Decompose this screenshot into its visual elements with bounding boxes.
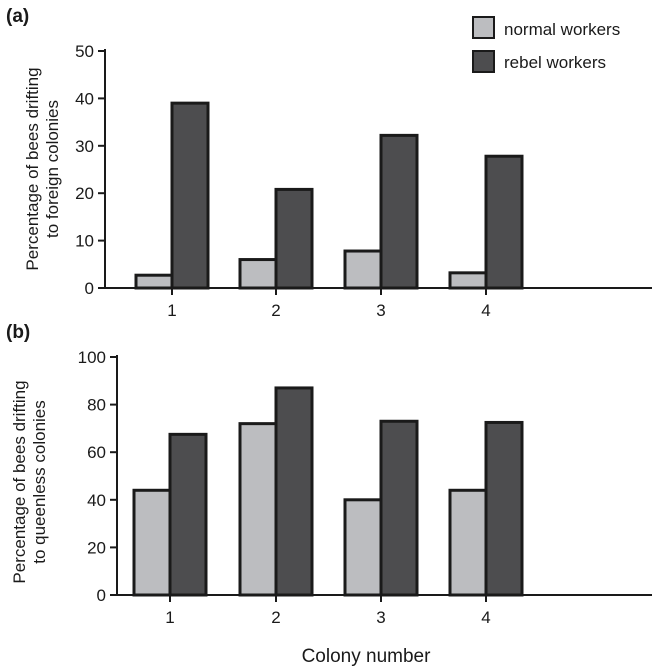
bar-b-normal-2	[238, 422, 278, 597]
x-tick-label-b-1: 1	[165, 608, 174, 627]
bar-b-rebel-2	[274, 386, 314, 597]
y-tick-label-a-50: 50	[75, 42, 94, 61]
bar-a-normal-1	[134, 273, 174, 290]
bar-a-rebel-1	[170, 101, 210, 290]
y-tick-label-a-20: 20	[75, 184, 94, 203]
y-tick-label-b-60: 60	[87, 443, 106, 462]
y-axis-label-a-line2: to foreign colonies	[43, 100, 62, 238]
y-tick-label-a-40: 40	[75, 89, 94, 108]
chart-panel-b: Percentage of bees drifting to queenless…	[10, 348, 652, 627]
y-tick-label-b-20: 20	[87, 538, 106, 557]
y-tick-label-a-30: 30	[75, 137, 94, 156]
panel-b-label: (b)	[6, 322, 30, 343]
legend: normal workers rebel workers	[472, 16, 620, 73]
legend-label-normal: normal workers	[504, 20, 620, 39]
legend-swatch-normal	[472, 16, 495, 39]
y-tick-label-b-0: 0	[97, 586, 106, 605]
chart-panel-a: Percentage of bees drifting to foreign c…	[23, 42, 652, 320]
bar-b-normal-4	[448, 488, 488, 597]
bar-b-rebel-1	[168, 432, 208, 597]
bar-a-normal-2	[238, 258, 278, 290]
y-tick-label-b-100: 100	[78, 348, 106, 367]
panel-a-label: (a)	[6, 6, 29, 27]
x-tick-label-b-4: 4	[481, 608, 490, 627]
y-axis-label-b-line2: to queenless colonies	[30, 400, 49, 564]
x-tick-label-b-2: 2	[271, 608, 280, 627]
bar-b-normal-1	[132, 488, 172, 597]
y-tick-label-a-10: 10	[75, 232, 94, 251]
legend-swatch-rebel	[472, 50, 495, 73]
y-tick-label-b-80: 80	[87, 396, 106, 415]
bar-b-rebel-3	[379, 419, 419, 597]
y-tick-label-a-0: 0	[85, 279, 94, 298]
y-axis-label-b-line1: Percentage of bees drifting	[10, 380, 29, 583]
x-tick-label-a-3: 3	[376, 301, 385, 320]
bar-b-rebel-4	[484, 420, 524, 597]
bar-a-rebel-3	[379, 133, 419, 290]
y-axis-label-a-line1: Percentage of bees drifting	[23, 67, 42, 270]
y-tick-label-b-40: 40	[87, 491, 106, 510]
bar-b-normal-3	[343, 498, 383, 597]
bar-a-rebel-4	[484, 154, 524, 290]
x-tick-label-a-4: 4	[481, 301, 490, 320]
x-axis-label: Colony number	[302, 646, 432, 667]
legend-label-rebel: rebel workers	[504, 53, 606, 72]
bar-a-rebel-2	[274, 187, 314, 290]
bar-a-normal-3	[343, 249, 383, 290]
bar-a-normal-4	[448, 271, 488, 290]
x-tick-label-a-1: 1	[167, 301, 176, 320]
x-tick-label-a-2: 2	[271, 301, 280, 320]
x-tick-label-b-3: 3	[376, 608, 385, 627]
